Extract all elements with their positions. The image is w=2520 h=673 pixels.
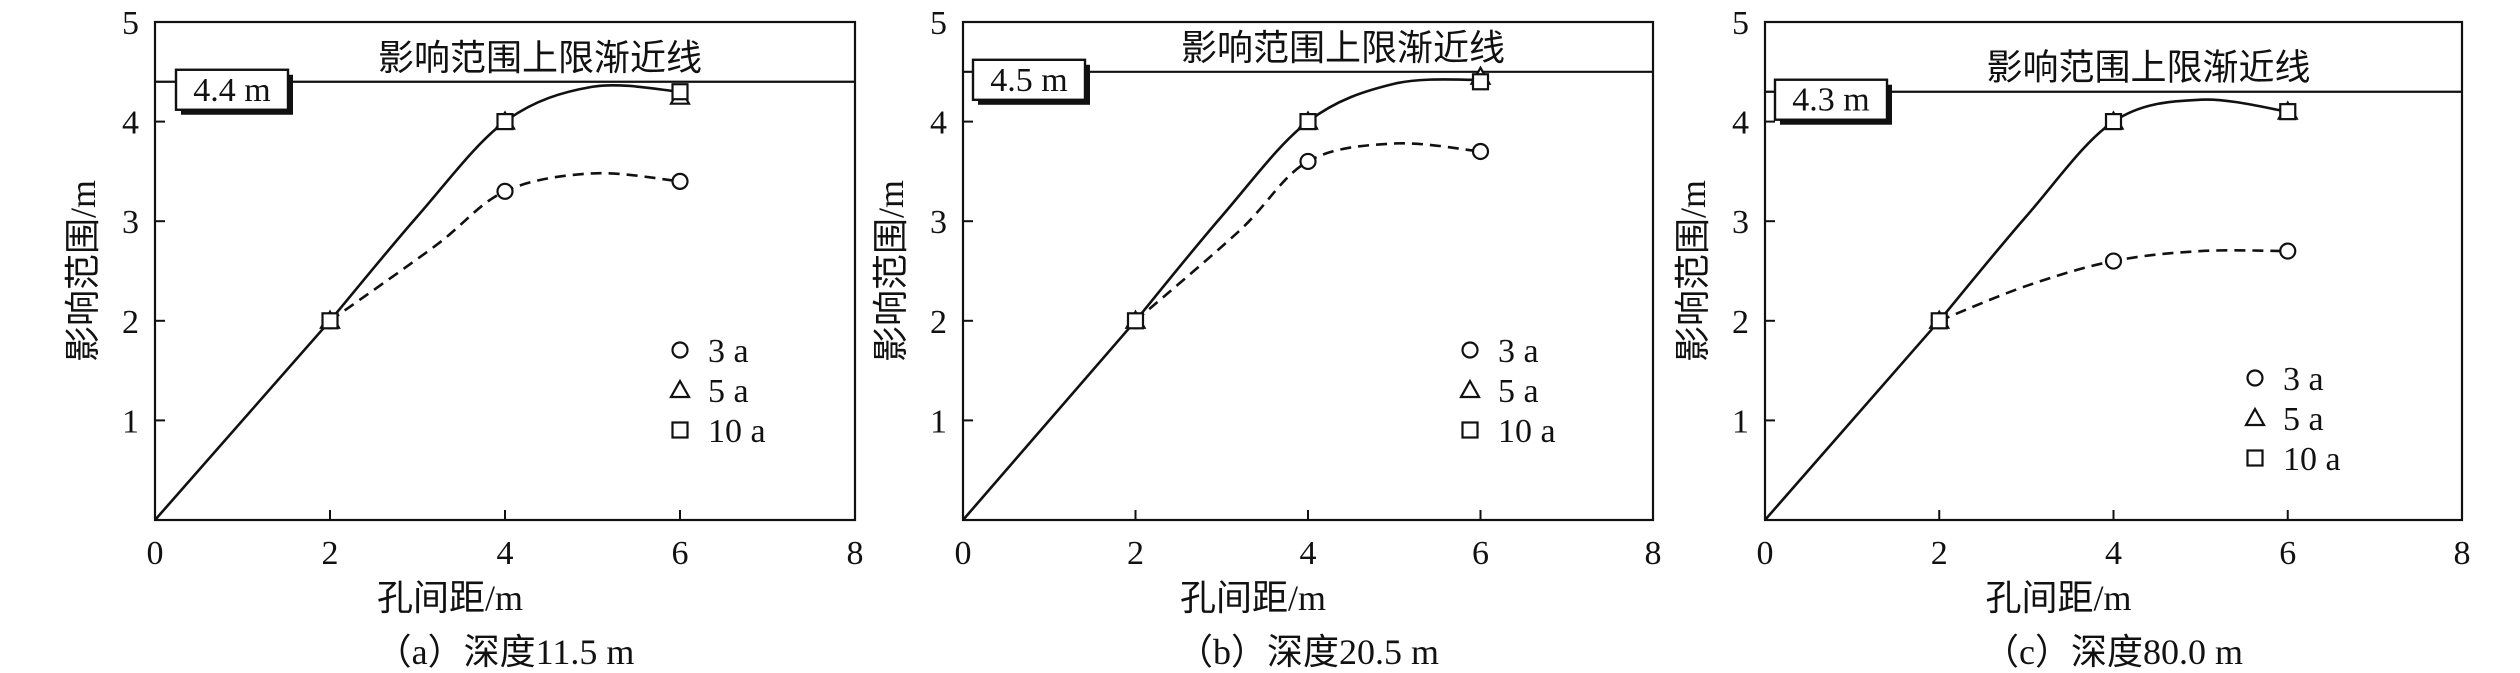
x-tick-label: 6 — [1472, 535, 1489, 572]
x-tick-label: 6 — [672, 535, 689, 572]
asymptote-value: 4.4 m — [193, 72, 270, 109]
fit-curve-solid — [1764, 319, 1941, 521]
y-axis-title: 影响范围/m — [63, 180, 103, 362]
legend-label: 5 a — [1498, 373, 1539, 410]
data-point-square — [321, 312, 339, 330]
y-axis-title: 影响范围/m — [871, 180, 911, 362]
panel-caption: （b）深度20.5 m — [1177, 632, 1439, 672]
asymptote-value: 4.5 m — [990, 62, 1067, 99]
legend-label: 10 a — [708, 413, 766, 450]
y-tick-label: 5 — [930, 5, 947, 42]
legend-marker-square — [2246, 449, 2264, 467]
y-tick-label: 4 — [930, 105, 947, 142]
data-point-circle — [496, 182, 514, 200]
panel-caption: （a）深度11.5 m — [376, 632, 635, 672]
legend: 3 a5 a10 a — [669, 333, 766, 450]
legend-marker-circle — [671, 341, 689, 359]
data-point-square — [2104, 112, 2123, 131]
x-axis-title: 孔间距/m — [1985, 578, 2131, 618]
x-tick-label: 4 — [1300, 535, 1317, 572]
fit-curve-solid — [1938, 98, 2288, 322]
legend-marker-square — [1461, 421, 1479, 439]
y-tick-label: 1 — [1732, 403, 1749, 440]
legend-label: 3 a — [1498, 333, 1539, 370]
y-tick-label: 1 — [122, 403, 139, 440]
legend-marker-triangle — [1459, 378, 1481, 399]
asymptote-value: 4.3 m — [1792, 82, 1869, 119]
legend-marker-triangle — [2244, 406, 2266, 427]
asymptote-value-box — [1773, 78, 1889, 121]
data-point-circle — [1299, 152, 1317, 171]
x-tick-label: 0 — [1757, 535, 1774, 572]
legend-label: 10 a — [2283, 441, 2341, 478]
data-point-square — [1930, 312, 1948, 330]
x-tick-label: 4 — [2105, 535, 2122, 572]
x-tick-label: 8 — [1645, 535, 1662, 572]
y-tick-label: 4 — [122, 105, 139, 142]
y-tick-label: 2 — [122, 304, 139, 341]
chart-panel-2: 0 2 4 6 8 1 2 3 4 5 孔间距/m 影响范围/m （b）深度20.5 m 影响范围上限渐近… — [871, 5, 1662, 672]
y-tick-label: 3 — [1732, 204, 1749, 241]
fit-curve-solid — [154, 319, 331, 521]
data-point-circle — [1471, 142, 1490, 161]
y-tick-label: 2 — [930, 304, 947, 341]
asymptote-label: 影响范围上限渐近线 — [1986, 48, 2310, 88]
y-axis-title: 影响范围/m — [1673, 180, 1713, 362]
legend: 3 a5 a10 a — [1459, 333, 1556, 450]
legend-label: 3 a — [2283, 361, 2324, 398]
legend-marker-triangle — [669, 378, 691, 399]
x-tick-label: 2 — [1931, 535, 1948, 572]
panel-caption: （c）深度80.0 m — [1983, 632, 2243, 672]
x-tick-label: 2 — [1127, 535, 1144, 572]
x-tick-label: 2 — [322, 535, 339, 572]
data-point-circle — [2104, 252, 2123, 270]
x-axis-title: 孔间距/m — [377, 578, 523, 618]
y-tick-label: 3 — [930, 204, 947, 241]
legend-label: 5 a — [2283, 401, 2324, 438]
data-point-square — [1126, 312, 1145, 330]
data-point-square — [496, 112, 514, 131]
y-tick-label: 5 — [122, 5, 139, 42]
x-tick-label: 0 — [147, 535, 164, 572]
data-point-square — [671, 83, 689, 101]
y-tick-label: 4 — [1732, 105, 1749, 142]
legend-marker-circle — [1461, 341, 1479, 359]
legend: 3 a5 a10 a — [2244, 361, 2341, 478]
y-tick-label: 5 — [1732, 5, 1749, 42]
data-point-square — [1471, 73, 1490, 91]
data-point-square — [1299, 112, 1317, 131]
x-tick-label: 8 — [847, 535, 864, 572]
data-point-circle — [2279, 242, 2297, 260]
x-tick-label: 8 — [2454, 535, 2471, 572]
asymptote-value-box — [971, 58, 1087, 101]
chart-panel-1: 0 2 4 6 8 1 2 3 4 5 孔间距/m 影响范围/m （a）深度11.5 m 影响范围上限渐近… — [63, 5, 864, 672]
data-point-square — [2279, 103, 2297, 121]
legend-label: 5 a — [708, 373, 749, 410]
data-point-circle — [671, 172, 689, 190]
fit-curve-dashed — [1134, 141, 1481, 322]
legend-label: 10 a — [1498, 413, 1556, 450]
x-tick-label: 4 — [497, 535, 514, 572]
asymptote-label: 影响范围上限渐近线 — [1181, 28, 1505, 68]
asymptote-value-box — [174, 68, 290, 111]
x-axis-title: 孔间距/m — [1180, 578, 1326, 618]
legend-label: 3 a — [708, 333, 749, 370]
legend-marker-circle — [2246, 369, 2264, 387]
asymptote-label: 影响范围上限渐近线 — [378, 38, 702, 78]
legend-marker-square — [671, 421, 689, 439]
chart-panel-3: 0 2 4 6 8 1 2 3 4 5 孔间距/m 影响范围/m （c）深度80.0 m 影响范围上限渐近… — [1673, 5, 2471, 672]
y-tick-label: 3 — [122, 204, 139, 241]
y-tick-label: 2 — [1732, 304, 1749, 341]
y-tick-label: 1 — [930, 403, 947, 440]
x-tick-label: 0 — [955, 535, 972, 572]
fit-curve-solid — [962, 319, 1137, 521]
x-tick-label: 6 — [2279, 535, 2296, 572]
